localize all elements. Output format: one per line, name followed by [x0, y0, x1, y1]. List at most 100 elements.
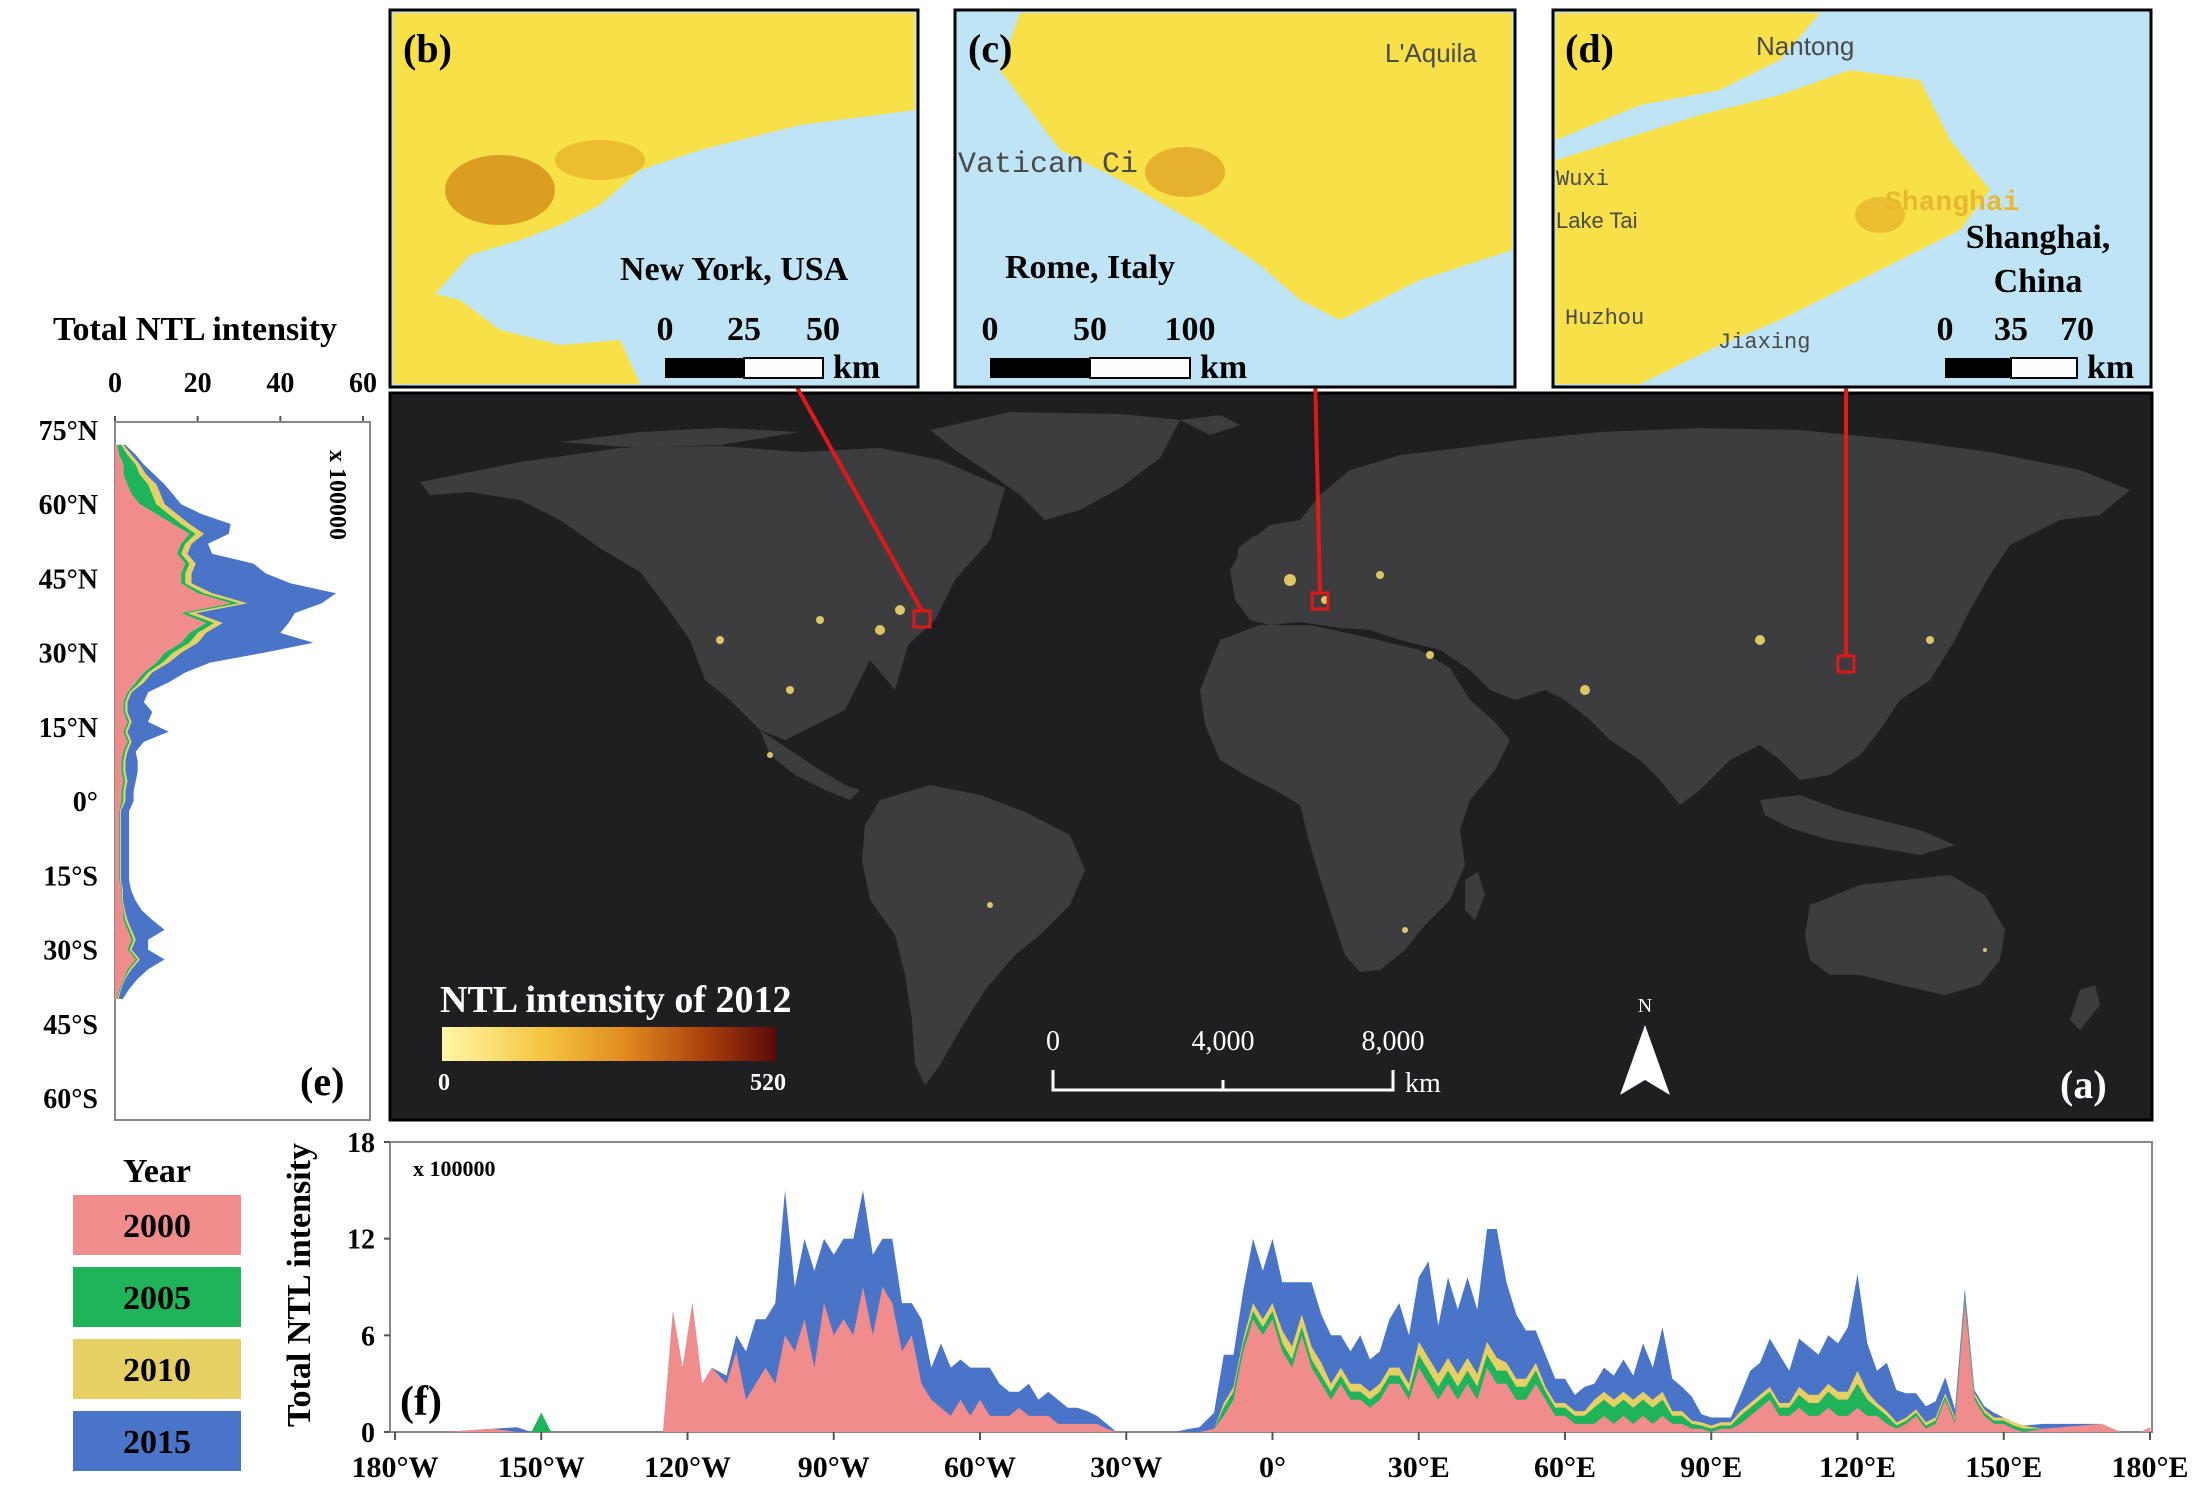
panel-f-ylabel: Total NTL intensity: [281, 1143, 318, 1427]
panel-f-x-tick-label: 60°E: [1534, 1451, 1596, 1484]
panel-c-map-text-1: L'Aquila: [1385, 38, 1477, 68]
map-scale-tick-0: 0: [1046, 1026, 1060, 1057]
panel-e-y-tick-label: 0°: [73, 787, 98, 818]
north-america: [420, 446, 1005, 740]
panel-b-label: (b): [403, 26, 452, 71]
panel-c-scale-tick-1: 50: [1073, 311, 1107, 348]
panel-d-land-north: [1556, 13, 1820, 140]
panel-e-title: Total NTL intensity: [53, 311, 337, 348]
north-label: N: [1638, 995, 1652, 1017]
panel-d-map-text-2: Lake Tai: [1556, 208, 1638, 233]
year-legend-title: Year: [123, 1153, 191, 1190]
panel-e-multiplier: x 100000: [324, 450, 350, 540]
panel-e-y-tick-label: 45°S: [43, 1010, 98, 1041]
light-cluster-us-midwest: [816, 616, 824, 624]
panel-d-title-line2: China: [1994, 263, 2083, 300]
year-legend-items: 2000 2005 2010 2015: [73, 1195, 241, 1471]
legend-swatch-2000: [73, 1195, 241, 1255]
panel-a-world-map: NTL intensity of 2012 0 520 0 4,000 8,00…: [388, 356, 2154, 1122]
panel-d-map-text-5: Jiaxing: [1718, 330, 1810, 355]
panel-b-urban-core: [445, 155, 555, 225]
light-cluster-western-europe: [1284, 574, 1296, 586]
map-scale-unit: km: [1405, 1068, 1441, 1099]
panel-e-label: (e): [300, 1059, 344, 1104]
panel-d-label: (d): [1565, 26, 1614, 71]
panel-e-y-tick-label: 75°N: [39, 416, 98, 447]
light-cluster-texas: [786, 686, 794, 694]
panel-c-rome: Vatican Ci L'Aquila (c) Rome, Italy 0 50…: [953, 8, 1517, 389]
panel-f-x-tick-label: 120°E: [1819, 1451, 1896, 1484]
panel-e-x-tick-label: 60: [349, 368, 377, 399]
panel-d-map-text-0: Nantong: [1756, 31, 1854, 61]
map-scale-tick-1: 4,000: [1192, 1026, 1255, 1057]
light-cluster-mexico: [767, 752, 773, 758]
panel-f-x-tick-label: 180°W: [352, 1451, 439, 1484]
panel-f-label: (f): [400, 1379, 442, 1425]
panel-d-scale-tick-1: 35: [1994, 311, 2028, 348]
arrow-line-new-york: [787, 372, 924, 612]
panel-f-longitude-profile: Total NTL intensity 0 6 12 18 180°W 150°W 120…: [281, 1128, 2189, 1484]
panel-e-x-ticks: 0 20 40 60: [108, 368, 377, 422]
panel-f-x-tick-label: 60°W: [944, 1451, 1016, 1484]
north-arrow-icon: [1620, 1025, 1670, 1095]
panel-d-scale-white: [2010, 357, 2078, 379]
panel-e-y-ticks: 75°N 60°N 45°N 30°N 15°N 0° 15°S 30°S 45°S 60°S: [39, 416, 98, 1115]
panel-f-x-tick-label: 120°W: [644, 1451, 731, 1484]
panel-e-x-tick-label: 40: [266, 368, 294, 399]
panel-e-y-tick-label: 60°S: [43, 1084, 98, 1115]
legend-label-2005: 2005: [123, 1280, 191, 1317]
panel-b-scale-tick-1: 25: [727, 311, 761, 348]
panel-b-scale-white: [743, 357, 824, 379]
panel-b-scale-tick-0: 0: [657, 311, 674, 348]
light-cluster-us-east: [875, 625, 885, 635]
panel-f-areas: [395, 1190, 2150, 1432]
new-zealand: [2070, 985, 2100, 1030]
panel-e-areas: [115, 444, 337, 999]
panel-e-y-tick-label: 30°N: [39, 639, 98, 670]
panel-b-urban-east: [555, 140, 645, 180]
panel-e-y-tick-label: 30°S: [43, 936, 98, 967]
panel-c-land: [1000, 13, 1512, 320]
legend-label-2000: 2000: [123, 1208, 191, 1245]
panel-f-y-tick-label: 18: [347, 1128, 375, 1159]
panel-b-land-south: [393, 290, 640, 384]
light-cluster-japan: [1926, 636, 1934, 644]
southeast-asia-islands: [1760, 795, 1955, 855]
panel-b-new-york: (b) New York, USA 0 25 50 km: [388, 8, 920, 389]
panel-a-label: (a): [2060, 1062, 2107, 1107]
panel-b-scale-tick-2: 50: [806, 311, 840, 348]
map-legend-title: NTL intensity of 2012: [440, 979, 792, 1021]
central-america: [760, 730, 860, 800]
panel-e-y-tick-label: 60°N: [39, 490, 98, 521]
panel-b-land: [393, 13, 915, 320]
map-legend-min: 0: [438, 1070, 450, 1096]
city-lights: [716, 571, 1987, 952]
panel-c-map-text-0: Vatican Ci: [958, 148, 1138, 182]
panel-d-scale-black: [1945, 358, 2011, 378]
panel-f-area-2005: [395, 1287, 2150, 1432]
legend-swatch-2005: [73, 1267, 241, 1327]
panel-f-x-tick-label: 150°E: [1965, 1451, 2042, 1484]
panel-d-urban-core: [1855, 197, 1905, 233]
panel-e-area-2015: [118, 444, 337, 999]
panel-b-scale-black: [665, 358, 744, 378]
panel-f-x-ticks: 180°W 150°W 120°W 90°W 60°W 30°W 0° 30°E 60°E 90°…: [352, 1432, 2189, 1484]
map-scale-bar: 0 4,000 8,000 km: [1046, 1026, 1441, 1099]
light-cluster-australia-east: [1983, 948, 1987, 952]
light-cluster-eastern-europe: [1376, 571, 1384, 579]
panel-f-y-tick-label: 0: [361, 1418, 375, 1449]
greenland: [930, 412, 1180, 520]
light-cluster-east-china: [1755, 635, 1765, 645]
light-cluster-south-africa: [1402, 927, 1408, 933]
landmasses: [420, 412, 2130, 1085]
eurasia: [1230, 428, 2130, 805]
panel-c-scale-tick-0: 0: [982, 311, 999, 348]
panel-f-y-ticks: 0 6 12 18: [347, 1128, 390, 1449]
panel-c-title: Rome, Italy: [1005, 249, 1175, 286]
panel-f-y-tick-label: 12: [347, 1225, 375, 1256]
australia: [1805, 875, 2005, 995]
panel-e-area-2000: [115, 444, 231, 999]
madagascar: [1465, 872, 1485, 920]
legend-label-2015: 2015: [123, 1424, 191, 1461]
